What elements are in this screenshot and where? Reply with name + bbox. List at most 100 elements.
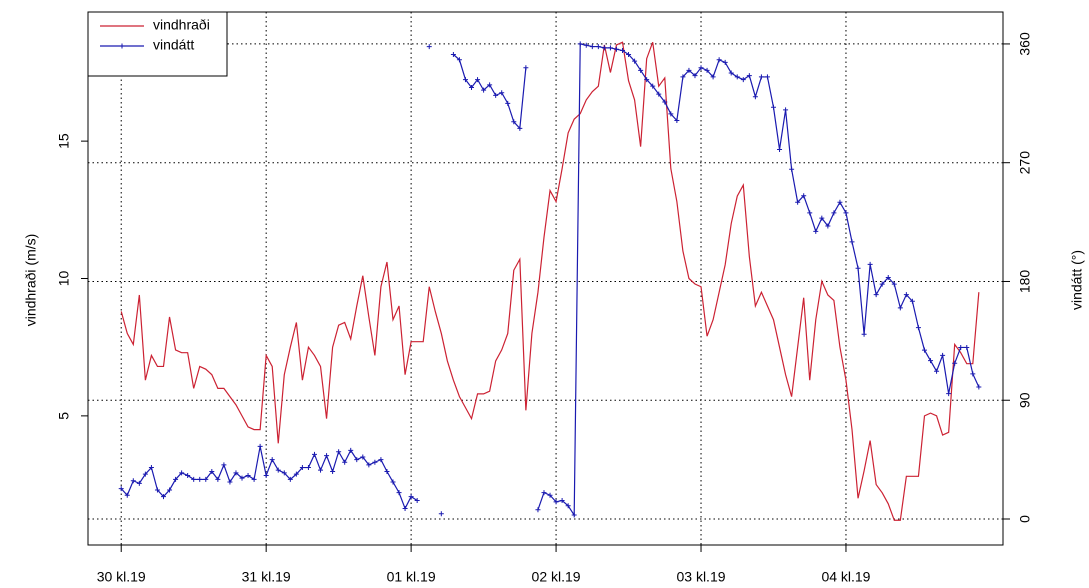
point-marker [305,465,311,471]
point-marker [970,371,976,377]
point-marker [813,228,819,234]
point-marker [626,51,632,57]
point-marker [843,210,849,216]
point-marker [499,90,505,96]
point-marker [861,331,867,337]
x-tick-label: 03 kl.19 [676,569,725,585]
point-marker [293,471,299,477]
series-line [120,43,980,518]
point-marker [595,44,601,50]
point-marker [710,74,716,80]
y2-tick-label: 180 [1017,270,1033,294]
point-marker [438,511,444,517]
point-marker [607,45,613,51]
legend-box [87,11,228,77]
point-marker [644,77,650,83]
point-marker [197,476,203,482]
point-marker [215,476,221,482]
point-marker [565,503,571,509]
point-marker [402,505,408,511]
point-marker [191,476,197,482]
point-marker [704,67,710,73]
point-marker [915,325,921,331]
point-marker [185,472,191,478]
point-marker [795,199,801,205]
point-marker [130,478,136,484]
point-marker [571,512,577,518]
point-marker [855,265,861,271]
point-marker [777,147,783,153]
point-marker [511,119,517,125]
point-marker [227,479,233,485]
point-marker [124,492,130,498]
point-marker [807,210,813,216]
point-marker [330,468,336,474]
point-marker [541,490,547,496]
x-tick-label: 01 kl.19 [387,569,436,585]
point-marker [662,99,668,105]
point-marker [348,447,354,453]
x-tick-label: 04 kl.19 [821,569,870,585]
point-marker [426,44,432,50]
point-marker [378,457,384,463]
point-marker [487,82,493,88]
point-marker [311,451,317,457]
point-marker [154,487,160,493]
point-marker [281,470,287,476]
point-marker [783,107,789,113]
point-marker [245,472,251,478]
point-marker [958,344,964,350]
point-marker [589,44,595,50]
point-marker [221,462,227,468]
x-tick-label: 30 kl.19 [97,569,146,585]
point-marker [336,449,342,455]
point-marker [897,305,903,311]
point-marker [716,57,722,63]
legend-label: vindhraði [153,17,210,33]
point-marker [638,67,644,73]
point-marker [656,91,662,97]
legend-label: vindátt [153,37,194,53]
point-marker [450,51,456,57]
point-marker [789,166,795,172]
y-tick-label: 10 [56,271,72,287]
point-marker [934,368,940,374]
point-marker [903,292,909,298]
point-marker [583,42,589,48]
point-marker [698,65,704,71]
point-marker [879,281,885,287]
point-marker [517,125,523,131]
point-marker [740,77,746,83]
point-marker [831,210,837,216]
point-marker [408,494,414,500]
point-marker [173,476,179,482]
point-marker [837,199,843,205]
point-marker [142,471,148,477]
point-marker [650,83,656,89]
point-marker [613,46,619,52]
point-marker [384,468,390,474]
point-marker [921,347,927,353]
point-marker [239,475,245,481]
point-marker [873,292,879,298]
point-marker [801,193,807,199]
y2-axis-label: vindátt (°) [1069,250,1085,310]
point-marker [396,490,402,496]
point-marker [179,470,185,476]
point-marker [928,358,934,364]
point-marker [269,457,275,463]
point-marker [674,117,680,123]
y-tick-label: 15 [56,133,72,149]
point-marker [136,480,142,486]
point-marker [233,470,239,476]
point-marker [257,443,263,449]
point-marker [118,486,124,492]
point-marker [354,457,360,463]
point-marker [952,360,958,366]
point-marker [203,476,209,482]
point-marker [668,111,674,117]
point-marker [366,462,372,468]
point-marker [414,498,420,504]
legend-marker [119,43,125,49]
